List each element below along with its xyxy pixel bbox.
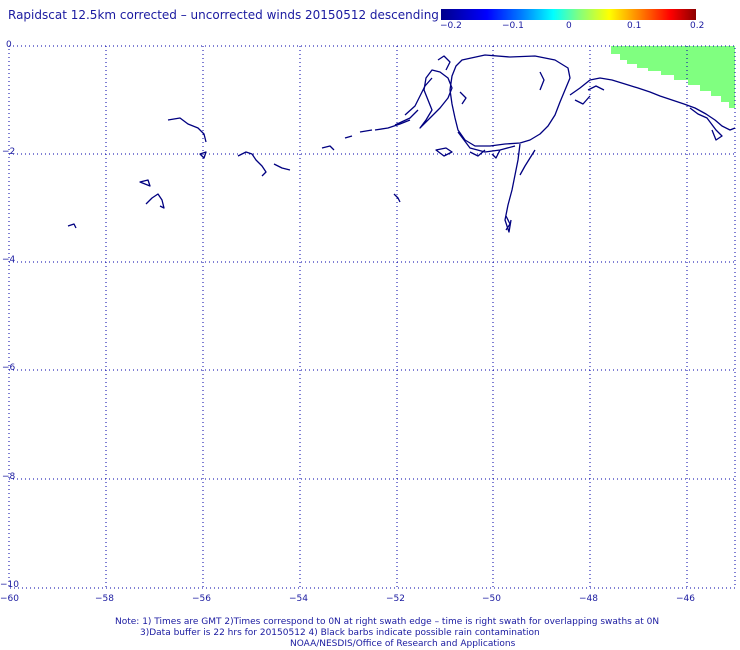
note-credit: NOAA/NESDIS/Office of Research and Appli… bbox=[290, 639, 516, 649]
x-tick-neg52: −52 bbox=[386, 594, 405, 604]
y-tick-neg2: −2 bbox=[2, 147, 16, 157]
x-tick-neg46: −46 bbox=[676, 594, 695, 604]
x-tick-neg54: −54 bbox=[289, 594, 308, 604]
swath-data-region bbox=[611, 46, 735, 108]
x-tick-neg50: −50 bbox=[482, 594, 501, 604]
x-tick-neg56: −56 bbox=[192, 594, 211, 604]
colorbar bbox=[441, 9, 696, 20]
plot-frame bbox=[8, 45, 736, 589]
map-title: Rapidscat 12.5km corrected – uncorrected… bbox=[8, 8, 439, 22]
y-tick-neg10: −10 bbox=[0, 580, 19, 590]
colorbar-label-max: 0.2 bbox=[690, 21, 705, 31]
grid-lines bbox=[9, 46, 735, 588]
note-line-1: Note: 1) Times are GMT 2)Times correspon… bbox=[115, 617, 660, 627]
colorbar-label-min: −0.2 bbox=[440, 21, 462, 31]
colorbar-label-pos: 0.1 bbox=[627, 21, 642, 31]
y-tick-neg4: −4 bbox=[2, 255, 16, 265]
colorbar-label-zero: 0 bbox=[566, 21, 572, 31]
y-tick-neg8: −8 bbox=[2, 472, 16, 482]
coastlines bbox=[67, 54, 736, 233]
note-line-2: 3)Data buffer is 22 hrs for 20150512 4) … bbox=[140, 628, 540, 638]
x-tick-neg60: −60 bbox=[0, 594, 19, 604]
y-tick-neg6: −6 bbox=[2, 363, 16, 373]
colorbar-label-neg: −0.1 bbox=[502, 21, 524, 31]
x-tick-neg58: −58 bbox=[95, 594, 114, 604]
y-tick-0: 0 bbox=[6, 40, 12, 50]
x-tick-neg48: −48 bbox=[579, 594, 598, 604]
